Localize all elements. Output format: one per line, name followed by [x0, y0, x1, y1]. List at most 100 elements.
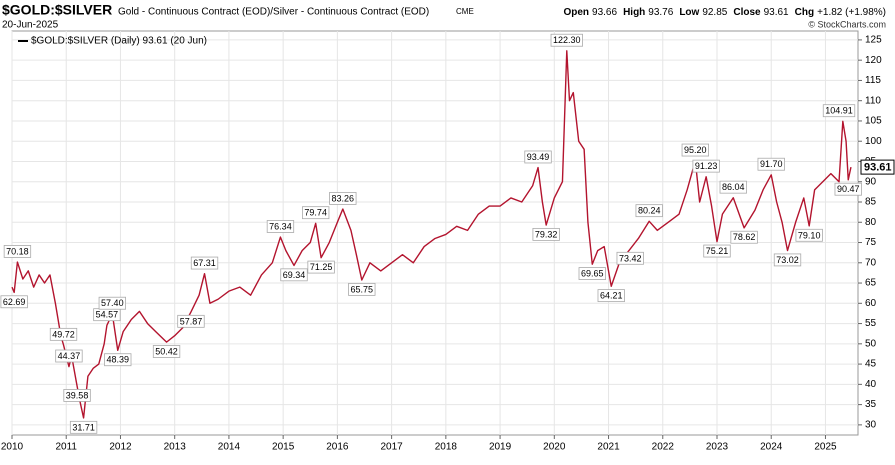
x-tick-label: 2012 [109, 442, 132, 453]
annotation-box [348, 282, 376, 296]
annotation-label: 50.42 [155, 346, 178, 356]
annotation-label: 93.49 [527, 152, 550, 162]
annotation-box [635, 204, 663, 218]
y-tick-label: 55 [865, 318, 877, 329]
annotation-label: 57.40 [101, 298, 124, 308]
annotation-box [177, 314, 205, 328]
annotations: 70.18 62.69 49.72 44.37 39.58 31.71 54.57 57.40… [0, 33, 862, 434]
y-tick-label: 35 [865, 399, 877, 410]
annotation-box [795, 228, 823, 242]
x-tick-label: 2021 [597, 442, 620, 453]
annotation-label: 79.32 [535, 229, 558, 239]
quote-label: Open [563, 7, 589, 18]
x-tick-label: 2022 [652, 442, 675, 453]
annotation-box [550, 33, 583, 47]
annotation-box [822, 104, 856, 118]
quote-value: 93.61 [764, 7, 789, 18]
quote-label: Close [733, 7, 761, 18]
annotation-label: 91.70 [760, 159, 783, 169]
quote-line: Open 93.66 High 93.76 Low 92.85 Close 93.61 Chg +… [563, 7, 886, 18]
price-line [11, 50, 852, 419]
quote-label: Chg [795, 7, 814, 18]
annotation-label: 62.69 [3, 297, 26, 307]
annotation-box [597, 289, 625, 303]
annotation-label: 39.58 [66, 390, 89, 400]
x-tick-label: 2024 [760, 442, 783, 453]
annotation-box [69, 420, 98, 434]
quote-value: 93.76 [648, 7, 673, 18]
annotation-label: 75.21 [706, 246, 729, 256]
annotation-label: 70.18 [6, 246, 29, 256]
annotation-box [3, 245, 32, 258]
y-tick-label: 90 [865, 176, 877, 187]
annotation-label: 91.23 [695, 161, 718, 171]
annotation-box [98, 296, 126, 310]
y-tick-label: 105 [865, 116, 882, 127]
annotation-box [329, 192, 357, 205]
annotation-box [266, 220, 295, 233]
annotation-label: 78.62 [733, 232, 756, 242]
annotation-label: 31.71 [72, 422, 95, 432]
credit: © StockCharts.com [808, 19, 886, 29]
y-tick-label: 70 [865, 257, 877, 268]
x-tick-label: 2013 [164, 442, 187, 453]
x-tick-label: 2020 [543, 442, 566, 453]
x-tick-label: 2010 [1, 442, 24, 453]
annotation-label: 79.10 [798, 230, 821, 240]
x-tick-label: 2025 [814, 442, 837, 453]
annotation-box [578, 267, 606, 280]
x-tick-label: 2014 [218, 442, 241, 453]
legend: $GOLD:$SILVER (Daily) 93.61 (20 Jun) [31, 36, 207, 47]
annotation-label: 73.02 [776, 255, 799, 265]
date: 20-Jun-2025 [2, 20, 59, 31]
annotation-label: 90.47 [837, 184, 860, 194]
annotation-box [692, 159, 720, 173]
y-tick-label: 85 [865, 197, 877, 208]
description: Gold - Continuous Contract (EOD)/Silver … [118, 7, 429, 18]
annotation-label: 86.04 [722, 182, 745, 192]
annotation-box [0, 295, 28, 309]
x-tick-label: 2019 [489, 442, 512, 453]
y-tick-label: 40 [865, 379, 877, 390]
y-tick-label: 45 [865, 359, 877, 370]
y-tick-label: 60 [865, 298, 877, 309]
annotation-label: 79.74 [304, 208, 327, 218]
annotation-label: 95.20 [684, 145, 707, 155]
annotation-box [719, 180, 747, 194]
annotation-box [532, 227, 560, 241]
annotation-box [524, 150, 552, 164]
y-tick-label: 65 [865, 278, 877, 289]
annotation-label: 80.24 [638, 206, 661, 216]
annotation-label: 69.65 [581, 269, 604, 279]
y-tick-label: 30 [865, 420, 877, 431]
last-value-box [860, 159, 895, 175]
y-tick-label: 110 [865, 95, 881, 106]
y-tick-label: 100 [865, 136, 882, 147]
annotation-label: 83.26 [332, 193, 355, 203]
annotation-box [757, 157, 785, 171]
annotation-label: 67.31 [193, 258, 216, 268]
quote-value: 93.66 [592, 7, 617, 18]
y-tick-label: 115 [865, 75, 881, 86]
y-tick-label: 80 [865, 217, 877, 228]
annotation-box [681, 143, 709, 157]
annotation-label: 122.30 [553, 35, 581, 45]
annotation-label: 44.37 [58, 351, 81, 361]
y-tick-label: 120 [865, 55, 882, 66]
y-tick-label: 50 [865, 338, 877, 349]
x-tick-label: 2011 [55, 442, 77, 453]
annotation-label: 65.75 [351, 284, 374, 294]
last-value-label: 93.61 [864, 162, 892, 174]
annotation-box [703, 244, 731, 258]
x-tick-label: 2016 [326, 442, 349, 453]
annotation-box [730, 230, 758, 244]
annotation-label: 49.72 [52, 329, 75, 339]
annotation-box [104, 353, 132, 367]
grid [11, 31, 862, 439]
quote-label: High [623, 7, 645, 18]
annotation-box [307, 260, 335, 274]
y-tick-label: 75 [865, 237, 877, 248]
quote-value: +1.82 (+1.98%) [817, 7, 886, 18]
exchange: CME [456, 7, 474, 16]
